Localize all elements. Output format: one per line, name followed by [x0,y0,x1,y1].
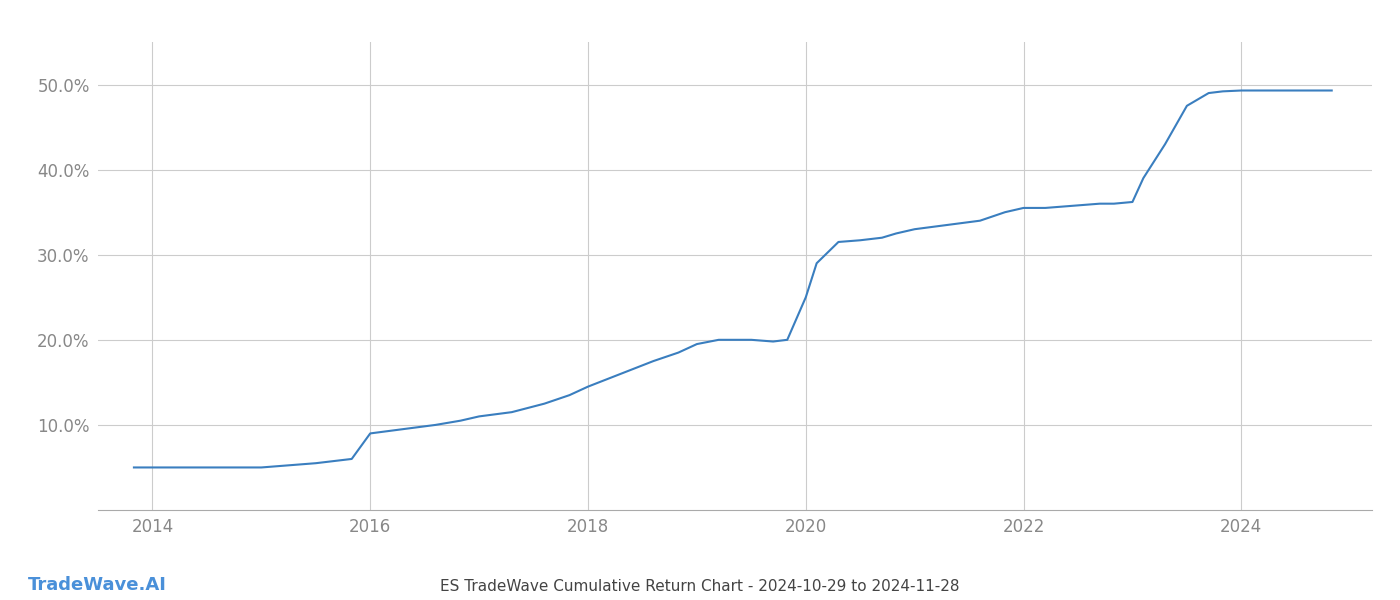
Text: ES TradeWave Cumulative Return Chart - 2024-10-29 to 2024-11-28: ES TradeWave Cumulative Return Chart - 2… [440,579,960,594]
Text: TradeWave.AI: TradeWave.AI [28,576,167,594]
